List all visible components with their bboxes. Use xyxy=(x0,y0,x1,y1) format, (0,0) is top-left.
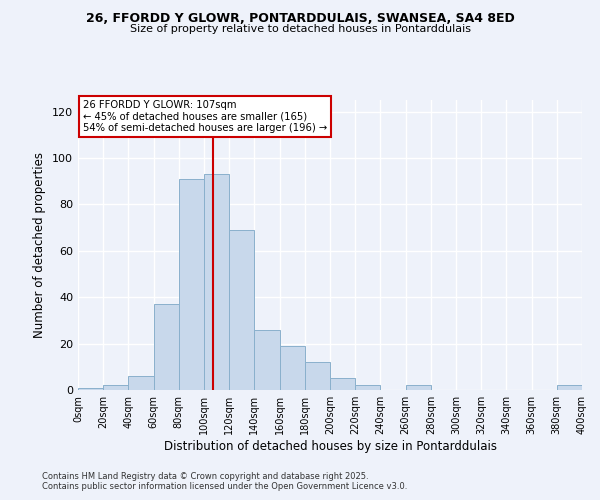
Bar xyxy=(557,386,582,390)
Bar xyxy=(254,330,280,390)
X-axis label: Distribution of detached houses by size in Pontarddulais: Distribution of detached houses by size … xyxy=(163,440,497,453)
Bar xyxy=(280,346,305,390)
Y-axis label: Number of detached properties: Number of detached properties xyxy=(34,152,46,338)
Bar xyxy=(78,388,103,390)
Bar xyxy=(154,304,179,390)
Bar xyxy=(406,386,431,390)
Bar xyxy=(355,386,380,390)
Text: Size of property relative to detached houses in Pontarddulais: Size of property relative to detached ho… xyxy=(130,24,470,34)
Text: Contains public sector information licensed under the Open Government Licence v3: Contains public sector information licen… xyxy=(42,482,407,491)
Bar xyxy=(103,386,128,390)
Text: 26, FFORDD Y GLOWR, PONTARDDULAIS, SWANSEA, SA4 8ED: 26, FFORDD Y GLOWR, PONTARDDULAIS, SWANS… xyxy=(86,12,514,26)
Bar xyxy=(128,376,154,390)
Text: 26 FFORDD Y GLOWR: 107sqm
← 45% of detached houses are smaller (165)
54% of semi: 26 FFORDD Y GLOWR: 107sqm ← 45% of detac… xyxy=(83,100,327,133)
Bar xyxy=(229,230,254,390)
Text: Contains HM Land Registry data © Crown copyright and database right 2025.: Contains HM Land Registry data © Crown c… xyxy=(42,472,368,481)
Bar xyxy=(330,378,355,390)
Bar xyxy=(305,362,330,390)
Bar xyxy=(179,179,204,390)
Bar xyxy=(204,174,229,390)
